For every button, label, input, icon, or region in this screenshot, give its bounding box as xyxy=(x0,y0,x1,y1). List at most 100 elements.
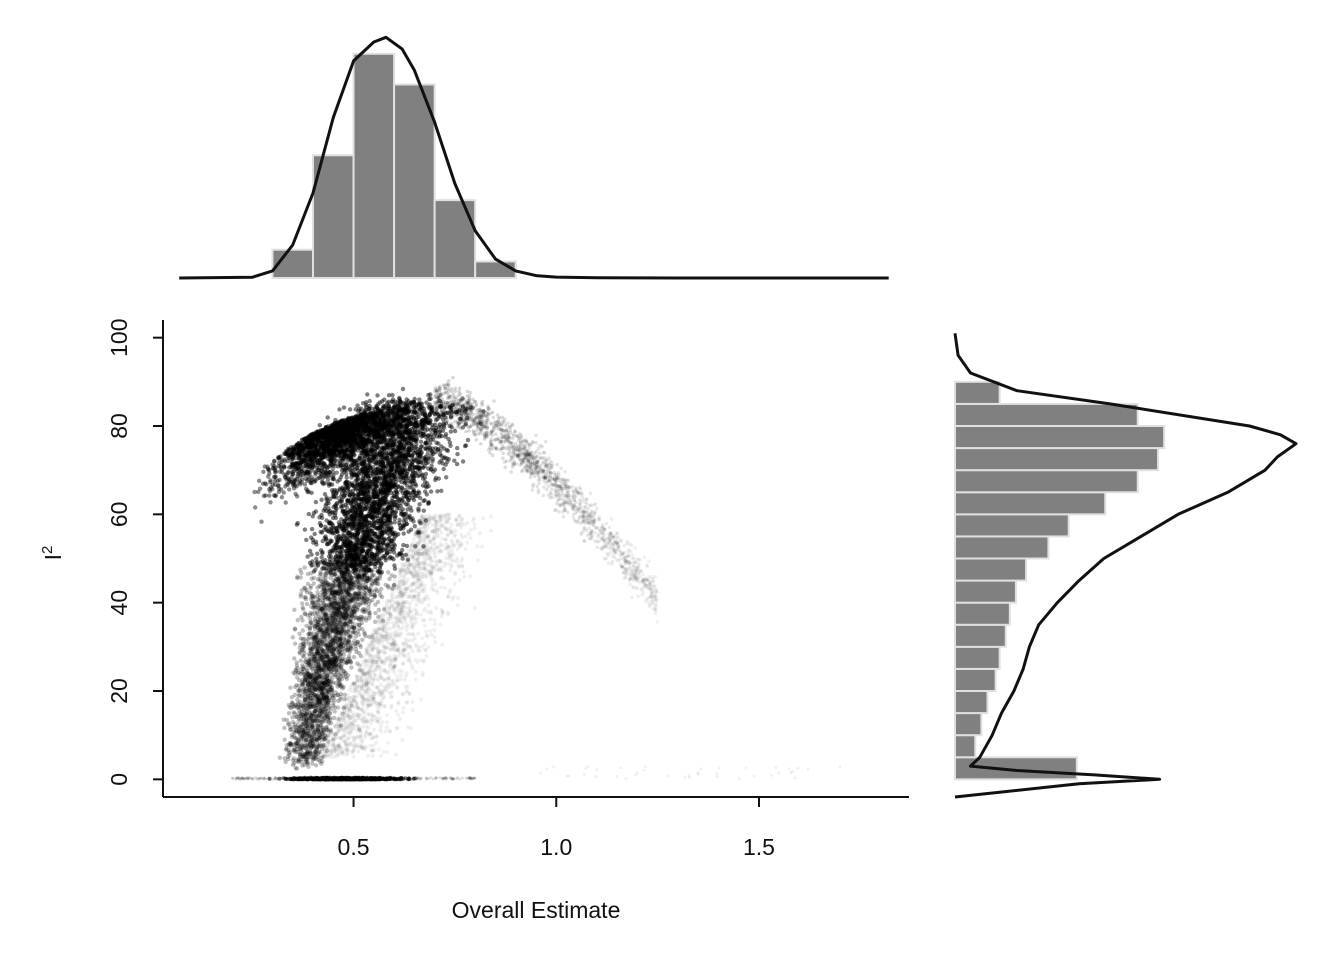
scatter-point xyxy=(460,459,466,464)
scatter-point xyxy=(462,443,468,449)
scatter-point xyxy=(294,522,300,527)
scatter-point xyxy=(405,507,410,512)
scatter-point xyxy=(368,592,373,597)
scatter-point xyxy=(277,755,282,760)
scatter-point xyxy=(390,392,395,398)
scatter-point xyxy=(418,439,424,444)
scatter-point xyxy=(284,717,289,723)
scatter-point xyxy=(346,633,351,638)
scatter-point xyxy=(404,417,409,423)
scatter-point xyxy=(290,635,295,640)
scatter-point xyxy=(449,776,453,780)
scatter-point xyxy=(325,415,330,420)
scatter-point xyxy=(304,537,309,543)
scatter-point xyxy=(411,776,415,780)
scatter-point xyxy=(401,542,406,548)
scatter-point xyxy=(458,777,462,781)
scatter-point xyxy=(308,616,313,621)
scatter-point xyxy=(288,685,293,690)
scatter-point xyxy=(295,675,300,680)
scatter-point xyxy=(370,523,376,529)
scatter-point xyxy=(407,515,412,520)
scatter-point xyxy=(439,488,444,493)
scatter-point xyxy=(277,776,282,781)
scatter-point xyxy=(464,776,468,780)
scatter-point xyxy=(298,567,303,572)
scatter-point xyxy=(295,574,300,579)
scatter-point xyxy=(308,586,313,591)
scatter-point xyxy=(319,530,325,535)
scatter-point xyxy=(231,776,234,780)
scatter-point xyxy=(433,449,439,455)
scatter-point xyxy=(367,398,372,404)
scatter-point xyxy=(267,776,271,780)
scatter-point xyxy=(324,537,329,543)
scatter-point xyxy=(317,776,321,780)
scatter-point xyxy=(365,776,369,780)
scatter-point xyxy=(422,498,427,503)
scatter-point xyxy=(425,776,428,780)
scatter-point xyxy=(292,627,298,632)
scatter-point xyxy=(392,520,397,525)
scatter-point xyxy=(328,720,334,726)
scatter-point xyxy=(455,445,460,451)
scatter-point xyxy=(286,777,290,781)
scatter-points xyxy=(231,375,842,782)
scatter-point xyxy=(386,403,391,408)
scatter-point xyxy=(418,777,422,781)
scatter-point xyxy=(306,511,311,517)
scatter-point xyxy=(393,777,397,781)
scatter-point xyxy=(400,386,406,392)
scatter-point xyxy=(286,711,292,716)
scatter-point xyxy=(346,629,351,634)
scatter-point xyxy=(321,776,325,780)
scatter-point xyxy=(327,613,333,618)
scatter-point xyxy=(337,407,342,412)
scatter-point xyxy=(438,776,442,780)
scatter-point xyxy=(401,531,406,536)
scatter-point xyxy=(338,776,342,780)
scatter-point xyxy=(405,777,409,781)
scatter-point xyxy=(360,637,365,643)
scatter-point xyxy=(317,515,322,520)
scatter-point xyxy=(309,535,314,540)
scatter-point xyxy=(421,508,426,513)
scatter-point xyxy=(310,776,314,780)
scatter-point xyxy=(460,776,464,780)
scatter-point xyxy=(417,397,422,402)
scatter-point xyxy=(301,607,306,612)
scatter-point xyxy=(359,777,363,781)
scatter-point xyxy=(276,776,280,780)
scatter-point xyxy=(321,508,326,513)
scatter-point xyxy=(328,575,333,580)
scatter-point xyxy=(310,761,315,766)
scatter-point xyxy=(428,467,434,472)
scatter-point xyxy=(415,776,419,780)
scatter-point xyxy=(297,699,303,704)
scatter-point xyxy=(300,601,305,606)
scatter-point xyxy=(300,628,305,633)
scatter-point xyxy=(472,776,476,780)
scatter-point xyxy=(419,444,425,449)
scatter-point xyxy=(304,776,308,780)
scatter-point xyxy=(452,458,457,463)
scatter-point xyxy=(339,676,345,681)
scatter-point xyxy=(293,684,298,690)
scatter-point xyxy=(329,777,333,781)
scatter-point xyxy=(350,777,354,781)
scatter-point xyxy=(392,566,398,571)
scatter-point xyxy=(294,758,299,763)
scatter-point xyxy=(242,777,246,781)
scatter-point xyxy=(302,565,307,570)
scatter-point xyxy=(417,502,422,507)
scatter-point xyxy=(295,776,298,780)
scatter-point xyxy=(290,715,295,720)
scatter-point xyxy=(292,607,297,612)
scatter-point xyxy=(339,497,344,502)
scatter-point xyxy=(313,777,317,781)
scatter-point xyxy=(402,776,406,780)
scatter-point xyxy=(334,777,338,781)
scatter-point xyxy=(282,776,286,781)
scatter-point xyxy=(354,777,358,781)
scatter-point xyxy=(342,777,346,780)
